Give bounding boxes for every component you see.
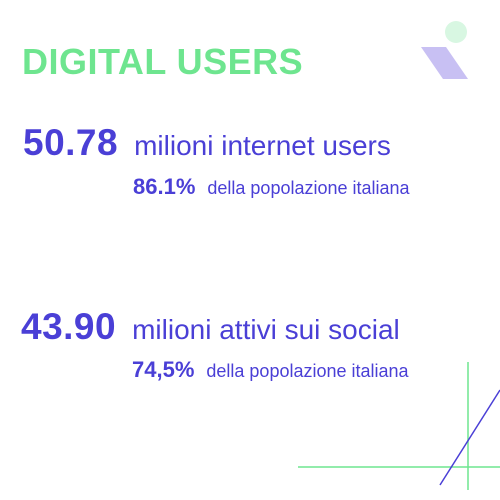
social-users-stat: 43.90 milioni attivi sui social <box>21 306 400 348</box>
internet-users-percent: 86.1% <box>133 174 196 199</box>
social-users-value: 43.90 <box>21 306 117 347</box>
social-users-percent-row: 74,5% della popolazione italiana <box>132 357 409 383</box>
mint-circle <box>445 21 467 43</box>
logo-mark-icon <box>421 47 468 79</box>
internet-users-label: milioni internet users <box>134 130 391 161</box>
internet-users-value: 50.78 <box>23 122 119 163</box>
internet-users-percent-row: 86.1% della popolazione italiana <box>133 174 410 200</box>
internet-users-percent-label: della popolazione italiana <box>207 178 410 198</box>
social-users-percent: 74,5% <box>132 357 195 382</box>
social-users-label: milioni attivi sui social <box>132 314 400 345</box>
social-users-percent-label: della popolazione italiana <box>206 361 409 381</box>
purple-diagonal-line <box>439 389 500 486</box>
internet-users-stat: 50.78 milioni internet users <box>23 122 391 164</box>
page-title: DIGITAL USERS <box>22 41 304 82</box>
